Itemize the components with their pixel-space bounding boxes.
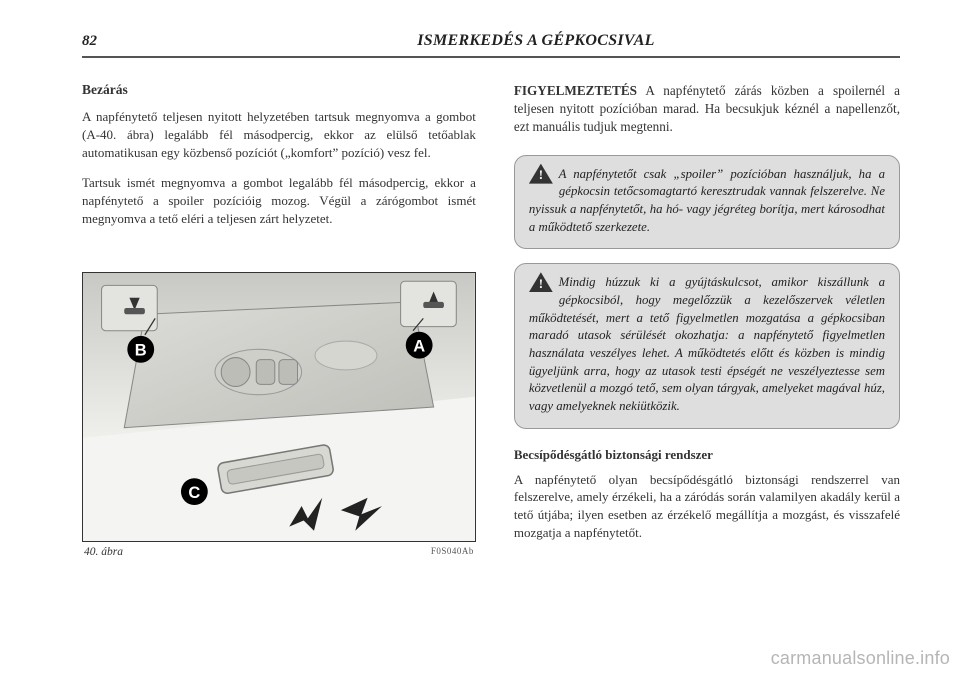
figure-sunroof-controls: B A C xyxy=(82,272,476,542)
paragraph: Tartsuk ismét megnyomva a gombot legaláb… xyxy=(82,174,476,228)
paragraph: A napfénytető olyan becsípődésgátló bizt… xyxy=(514,471,900,543)
warning-icon xyxy=(529,272,553,292)
header-rule xyxy=(82,56,900,58)
left-column: Bezárás A napfénytető teljesen nyitott h… xyxy=(82,82,476,558)
content-columns: Bezárás A napfénytető teljesen nyitott h… xyxy=(82,82,900,558)
figure-number: 40. ábra xyxy=(84,546,123,558)
figure-code: F0S040Ab xyxy=(431,546,474,558)
figure-label-b: B xyxy=(135,341,147,359)
figure-label-a: A xyxy=(413,337,425,355)
notice-label: FIGYELMEZTETÉS xyxy=(514,83,637,98)
warning-icon xyxy=(529,164,553,184)
manual-page: 82 ISMERKEDÉS A GÉPKOCSIVAL Bezárás A na… xyxy=(0,0,960,677)
right-column: FIGYELMEZTETÉS A napfénytető zárás közbe… xyxy=(514,82,900,558)
figure-label-c: C xyxy=(188,483,200,501)
warning-text: A napfénytetőt csak „spoiler” pozícióban… xyxy=(529,167,885,234)
paragraph: A napfénytető teljesen nyitott helyzetéb… xyxy=(82,108,476,162)
notice-paragraph: FIGYELMEZTETÉS A napfénytető zárás közbe… xyxy=(514,82,900,137)
warning-text: Mindig húzzuk ki a gyújtáskulcsot, amiko… xyxy=(529,275,885,413)
warning-box: Mindig húzzuk ki a gyújtáskulcsot, amiko… xyxy=(514,263,900,428)
figure-caption: 40. ábra F0S040Ab xyxy=(82,546,476,558)
page-number: 82 xyxy=(82,33,172,50)
section-title-close: Bezárás xyxy=(82,82,476,98)
figure-svg: B A C xyxy=(83,273,475,541)
chapter-title: ISMERKEDÉS A GÉPKOCSIVAL xyxy=(172,32,900,50)
subheading-anti-pinch: Becsípődésgátló biztonsági rendszer xyxy=(514,447,900,463)
warning-box: A napfénytetőt csak „spoiler” pozícióban… xyxy=(514,155,900,250)
page-header: 82 ISMERKEDÉS A GÉPKOCSIVAL xyxy=(82,32,900,50)
